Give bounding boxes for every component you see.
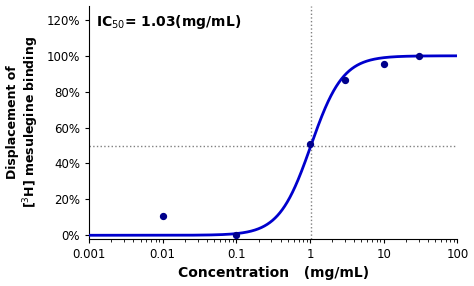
Point bbox=[306, 142, 314, 146]
X-axis label: Concentration   (mg/mL): Concentration (mg/mL) bbox=[178, 267, 369, 281]
Point bbox=[233, 233, 240, 238]
Text: IC$_{50}$= 1.03(mg/mL): IC$_{50}$= 1.03(mg/mL) bbox=[96, 13, 242, 31]
Point bbox=[159, 214, 166, 219]
Point bbox=[341, 78, 349, 82]
Point bbox=[380, 61, 387, 66]
Point bbox=[415, 53, 423, 58]
Y-axis label: Displacement of
[$^{3}$H] mesulegine binding: Displacement of [$^{3}$H] mesulegine bin… bbox=[6, 36, 41, 208]
